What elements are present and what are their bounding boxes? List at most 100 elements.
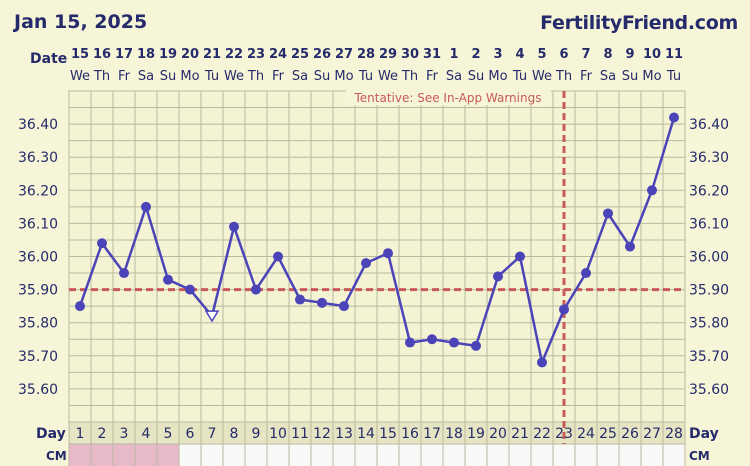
y-tick-label-left: 35.80 [18, 316, 58, 332]
date-label: 3 [493, 47, 502, 62]
day-number-label: 27 [643, 426, 661, 442]
weekday-label: Th [401, 69, 418, 84]
day-number-label: 20 [489, 426, 507, 442]
day-number-label: 23 [555, 426, 573, 442]
day-number-label: 28 [665, 426, 683, 442]
temperature-point [669, 112, 679, 123]
date-label: 21 [203, 47, 221, 62]
temperature-point [449, 337, 459, 348]
y-tick-label-right: 35.60 [689, 382, 729, 398]
date-label: 28 [357, 47, 375, 62]
temperature-point [229, 221, 239, 232]
y-tick-label-left: 36.00 [18, 250, 58, 266]
temperature-point [559, 304, 569, 315]
y-tick-label-left: 36.40 [18, 117, 58, 133]
cm-cell-pink [135, 444, 157, 466]
temperature-point [317, 297, 327, 308]
chart-date: Jan 15, 2025 [14, 11, 148, 33]
temperature-point [97, 238, 107, 249]
weekday-label: Fr [580, 69, 593, 84]
date-label: 10 [643, 47, 661, 62]
date-row-label: Date [30, 51, 67, 67]
temperature-point [493, 271, 503, 282]
day-number-label: 18 [445, 426, 463, 442]
date-label: 6 [559, 47, 568, 62]
weekday-label: Sa [600, 69, 616, 84]
temperature-point [383, 248, 393, 259]
y-tick-label-right: 35.70 [689, 349, 729, 365]
cm-row-label-right: CM [689, 449, 710, 463]
y-tick-label-left: 35.70 [18, 349, 58, 365]
weekday-label: We [224, 69, 244, 84]
date-label: 30 [401, 47, 419, 62]
cm-cell-pink [157, 444, 179, 466]
day-number-label: 6 [186, 426, 195, 442]
temperature-point [515, 251, 525, 262]
weekday-label: Tu [204, 69, 219, 84]
date-label: 7 [581, 47, 590, 62]
cm-cell-pink [113, 444, 135, 466]
date-label: 8 [603, 47, 612, 62]
weekday-label: Th [93, 69, 110, 84]
weekday-label: Mo [488, 69, 507, 84]
cm-row-label: CM [46, 449, 67, 463]
day-number-label: 24 [577, 426, 595, 442]
day-number-label: 4 [142, 426, 151, 442]
y-tick-label-right: 36.10 [689, 216, 729, 232]
weekday-label: We [378, 69, 398, 84]
date-label: 23 [247, 47, 265, 62]
temperature-point [339, 301, 349, 312]
weekday-label: Sa [292, 69, 308, 84]
date-label: 31 [423, 47, 441, 62]
temperature-point [647, 185, 657, 196]
day-number-label: 17 [423, 426, 441, 442]
weekday-label: Su [622, 69, 639, 84]
y-tick-label-right: 36.20 [689, 183, 729, 199]
weekday-label: Su [314, 69, 331, 84]
date-label: 24 [269, 47, 287, 62]
date-label: 19 [159, 47, 177, 62]
weekday-label: Mo [180, 69, 199, 84]
date-label: 18 [137, 47, 155, 62]
temperature-point [141, 201, 151, 212]
weekday-label: Fr [426, 69, 439, 84]
day-number-label: 11 [291, 426, 309, 442]
day-number-label: 14 [357, 426, 375, 442]
day-number-label: 12 [313, 426, 331, 442]
temperature-point [119, 268, 129, 279]
day-row-label-right: Day [689, 426, 719, 442]
y-tick-label-left: 35.90 [18, 283, 58, 299]
temperature-point [603, 208, 613, 219]
day-number-label: 10 [269, 426, 287, 442]
day-number-label: 19 [467, 426, 485, 442]
weekday-label: Mo [334, 69, 353, 84]
tentative-warning: Tentative: See In-App Warnings [354, 91, 542, 105]
weekday-label: Tu [512, 69, 527, 84]
date-label: 25 [291, 47, 309, 62]
temperature-point [537, 357, 547, 368]
temperature-point [625, 241, 635, 252]
temperature-point [273, 251, 283, 262]
date-label: 15 [71, 47, 89, 62]
y-tick-label-right: 35.80 [689, 316, 729, 332]
date-label: 17 [115, 47, 133, 62]
day-number-label: 1 [76, 426, 85, 442]
day-number-label: 2 [98, 426, 107, 442]
temperature-point [75, 301, 85, 312]
date-label: 16 [93, 47, 111, 62]
weekday-label: We [532, 69, 552, 84]
y-tick-label-right: 36.00 [689, 250, 729, 266]
date-label: 20 [181, 47, 199, 62]
temperature-point [361, 258, 371, 269]
y-tick-label-left: 36.10 [18, 216, 58, 232]
date-label: 27 [335, 47, 353, 62]
temperature-point [295, 294, 305, 305]
day-number-label: 7 [208, 426, 217, 442]
date-label: 1 [449, 47, 458, 62]
day-number-label: 5 [164, 426, 173, 442]
weekday-label: Th [555, 69, 572, 84]
y-tick-label-left: 36.20 [18, 183, 58, 199]
date-label: 22 [225, 47, 243, 62]
temperature-point-open [204, 310, 220, 323]
day-number-label: 25 [599, 426, 617, 442]
